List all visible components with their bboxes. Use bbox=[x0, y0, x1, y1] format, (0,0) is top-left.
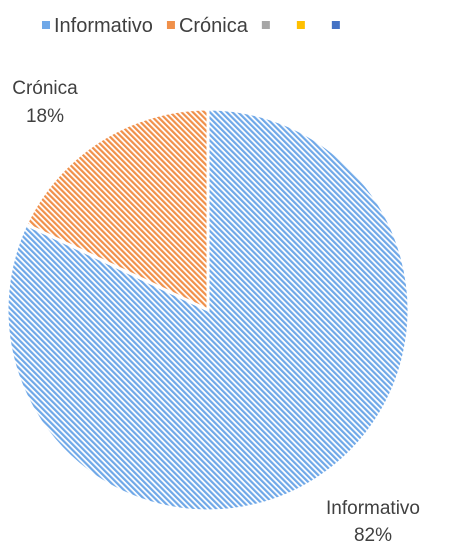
legend-label-informativo: Informativo bbox=[54, 15, 153, 37]
legend-swatch-informativo bbox=[42, 21, 50, 29]
legend: Informativo Crónica bbox=[42, 15, 340, 37]
data-labels: Informativo 82% Crónica 18% bbox=[12, 78, 420, 546]
legend-swatch-item-4 bbox=[296, 21, 305, 29]
data-label-informativo-name: Informativo bbox=[326, 498, 420, 519]
legend-swatch-item-3 bbox=[261, 21, 270, 29]
pie-slices bbox=[5, 107, 411, 513]
pie-slice-cronica bbox=[24, 107, 210, 313]
legend-swatch-cronica bbox=[166, 21, 175, 29]
data-label-cronica-name: Crónica bbox=[12, 78, 78, 99]
legend-label-cronica: Crónica bbox=[179, 15, 249, 37]
legend-swatch-item-5 bbox=[331, 21, 340, 29]
data-label-cronica-value: 18% bbox=[26, 106, 64, 127]
data-label-informativo-value: 82% bbox=[354, 525, 392, 546]
